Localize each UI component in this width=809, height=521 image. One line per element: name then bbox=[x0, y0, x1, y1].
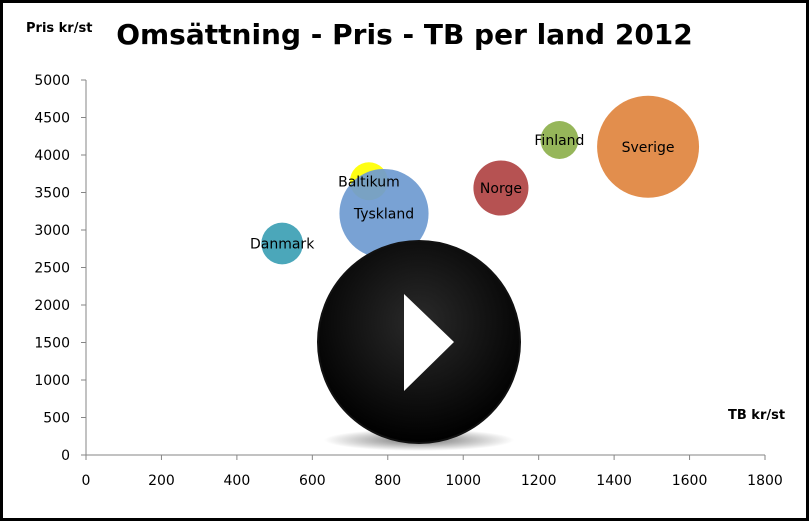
y-tick-label: 2000 bbox=[34, 298, 70, 314]
y-tick-label: 2500 bbox=[34, 261, 70, 277]
y-tick-label: 1500 bbox=[34, 336, 70, 352]
x-axis-label: TB kr/st bbox=[728, 408, 786, 423]
y-axis-label: Pris kr/st bbox=[26, 21, 93, 36]
x-tick-label: 1800 bbox=[747, 473, 783, 489]
x-tick-label: 400 bbox=[224, 473, 251, 489]
bubble-finland bbox=[540, 121, 579, 159]
y-tick-label: 0 bbox=[61, 448, 70, 464]
bubble-label-sverige: Sverige bbox=[622, 140, 675, 156]
x-tick-label: 0 bbox=[82, 473, 91, 489]
x-tick-label: 1000 bbox=[445, 473, 481, 489]
y-tick-label: 4500 bbox=[34, 111, 70, 127]
play-button[interactable] bbox=[317, 240, 521, 451]
y-tick-label: 3500 bbox=[34, 186, 70, 202]
bubble-tyskland bbox=[339, 168, 429, 259]
bubble-label-tyskland: Tyskland bbox=[353, 207, 414, 223]
bubble-label-finland: Finland bbox=[534, 133, 584, 149]
bubble-label-baltikum: Baltikum bbox=[338, 174, 400, 190]
x-tick-label: 1200 bbox=[521, 473, 557, 489]
y-tick-label: 500 bbox=[43, 411, 70, 427]
x-tick-label: 1600 bbox=[672, 473, 708, 489]
bubble-label-danmark: Danmark bbox=[250, 237, 315, 253]
x-tick-label: 200 bbox=[148, 473, 175, 489]
x-tick-label: 800 bbox=[374, 473, 401, 489]
y-tick-label: 5000 bbox=[34, 73, 70, 89]
bubble-danmark bbox=[261, 222, 303, 265]
x-tick-label: 1400 bbox=[596, 473, 632, 489]
play-icon bbox=[404, 294, 454, 391]
chart-title: Omsättning - Pris - TB per land 2012 bbox=[116, 18, 693, 51]
bubble-norge bbox=[473, 160, 529, 216]
bubble-sverige bbox=[597, 95, 700, 198]
bubble-label-norge: Norge bbox=[480, 181, 522, 197]
x-tick-label: 600 bbox=[299, 473, 326, 489]
y-tick-label: 4000 bbox=[34, 148, 70, 164]
y-tick-label: 1000 bbox=[34, 373, 70, 389]
y-tick-label: 3000 bbox=[34, 223, 70, 239]
